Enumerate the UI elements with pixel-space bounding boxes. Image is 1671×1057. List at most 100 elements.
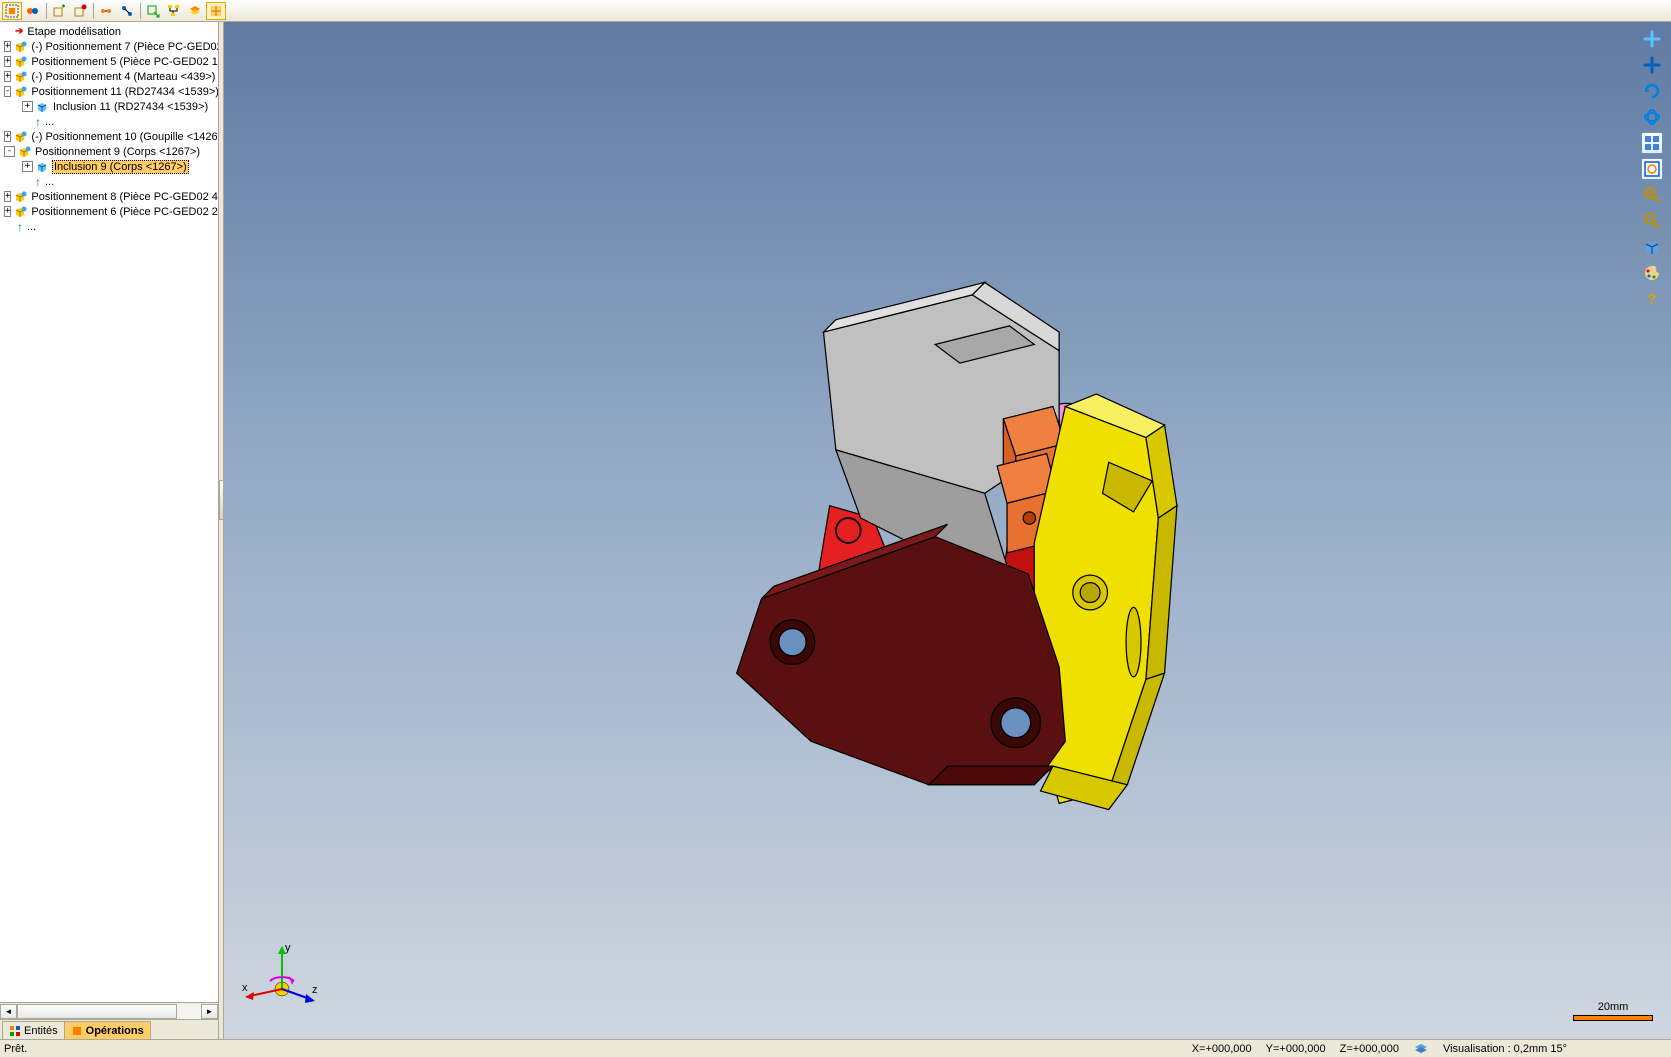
- tree-expander[interactable]: +: [4, 191, 11, 202]
- tree-item-label: Inclusion 9 (Corps <1267>): [52, 160, 189, 174]
- top-toolbar: [0, 0, 1671, 22]
- tool-tree-icon[interactable]: [164, 2, 184, 20]
- rbtn-plus-dark-icon[interactable]: [1641, 54, 1663, 76]
- up-arrow-icon: ↑: [35, 115, 41, 129]
- tree-hscrollbar[interactable]: ◄ ►: [0, 1002, 218, 1019]
- tree-expander[interactable]: +: [22, 161, 33, 172]
- tool-box-add-icon[interactable]: [49, 2, 69, 20]
- tree-item-label: Positionnement 9 (Corps <1267>): [34, 146, 201, 158]
- up-arrow-icon: ↑: [17, 220, 23, 234]
- tree-item-label: ...: [44, 176, 55, 188]
- status-x: X=+000,000: [1192, 1043, 1252, 1055]
- part-icon: [13, 40, 27, 54]
- tree-expander[interactable]: -: [4, 146, 15, 157]
- toolbar-separator: [93, 3, 94, 19]
- tab-operations[interactable]: Opérations: [64, 1021, 151, 1039]
- left-panel-tabs: Entités Opérations: [0, 1019, 218, 1039]
- status-display-icon: [1413, 1043, 1429, 1055]
- status-vis: Visualisation : 0,2mm 15°: [1443, 1043, 1567, 1055]
- axis-x-label: x: [242, 982, 248, 994]
- left-panel: ➔ Etape modélisation +(-) Positionnement…: [0, 22, 219, 1039]
- rbtn-rot2-icon[interactable]: [1641, 106, 1663, 128]
- inclusion-icon: [35, 160, 49, 174]
- right-toolbar: ?: [1641, 28, 1665, 310]
- rbtn-grid4-icon[interactable]: [1641, 132, 1663, 154]
- rbtn-zoom-out-icon[interactable]: [1641, 210, 1663, 232]
- tree-expander[interactable]: +: [4, 41, 11, 52]
- axis-triad: y x z: [242, 941, 322, 1011]
- tree-item[interactable]: ↑...: [0, 174, 218, 189]
- rbtn-plus-light-icon[interactable]: [1641, 28, 1663, 50]
- tool-selection-icon[interactable]: [2, 2, 22, 20]
- status-bar: Prêt. X=+000,000 Y=+000,000 Z=+000,000 V…: [0, 1039, 1671, 1057]
- scale-label: 20mm: [1573, 1001, 1653, 1013]
- tool-grid-icon[interactable]: [206, 2, 226, 20]
- tree-expander[interactable]: +: [4, 71, 11, 82]
- tab-entites[interactable]: Entités: [2, 1021, 65, 1039]
- part-icon: [13, 130, 27, 144]
- status-z: Z=+000,000: [1340, 1043, 1399, 1055]
- rbtn-box3d-icon[interactable]: [1641, 236, 1663, 258]
- tree-item-label: Positionnement 11 (RD27434 <1539>): [30, 86, 218, 98]
- status-y: Y=+000,000: [1266, 1043, 1326, 1055]
- scale-bar: 20mm: [1573, 1001, 1653, 1021]
- tree-root[interactable]: ➔ Etape modélisation: [0, 24, 218, 39]
- viewport-3d[interactable]: ? y x z 20mm: [224, 22, 1671, 1039]
- part-icon: [13, 190, 27, 204]
- tree-item-label: Inclusion 11 (RD27434 <1539>): [52, 101, 209, 113]
- tool-link1-icon[interactable]: [96, 2, 116, 20]
- feature-tree[interactable]: ➔ Etape modélisation +(-) Positionnement…: [0, 22, 218, 1002]
- svg-text:?: ?: [1647, 291, 1656, 308]
- step-arrow-icon: ➔: [15, 26, 23, 37]
- tree-expander[interactable]: +: [4, 131, 11, 142]
- tree-item[interactable]: + (-) Positionnement 7 (Pièce PC-GED02 3 …: [0, 39, 218, 54]
- tree-item[interactable]: +Positionnement 8 (Pièce PC-GED02 4 <11.…: [0, 189, 218, 204]
- tab-entites-label: Entités: [24, 1025, 58, 1037]
- scroll-right-button[interactable]: ►: [201, 1004, 218, 1019]
- tree-item[interactable]: - Positionnement 9 (Corps <1267>): [0, 144, 218, 159]
- tree-expander[interactable]: +: [22, 101, 33, 112]
- tree-item-label: ...: [26, 221, 37, 233]
- rbtn-palette-icon[interactable]: [1641, 262, 1663, 284]
- tree-expander[interactable]: -: [4, 86, 11, 97]
- tool-layers-icon[interactable]: [185, 2, 205, 20]
- tree-item-label: (-) Positionnement 4 (Marteau <439>): [30, 71, 216, 83]
- axis-z-label: z: [312, 984, 318, 996]
- toolbar-separator: [46, 3, 47, 19]
- tree-expander[interactable]: +: [4, 56, 11, 67]
- model-render: [224, 22, 1671, 1039]
- tree-item-label: (-) Positionnement 7 (Pièce PC-GED02 3 <…: [30, 41, 218, 53]
- scroll-left-button[interactable]: ◄: [0, 1004, 17, 1019]
- tree-expander[interactable]: +: [4, 206, 11, 217]
- tree-item[interactable]: +(-) Positionnement 10 (Goupille <1426>): [0, 129, 218, 144]
- scroll-thumb[interactable]: [17, 1004, 177, 1019]
- up-arrow-icon: ↑: [35, 175, 41, 189]
- tab-operations-label: Opérations: [86, 1025, 144, 1037]
- tree-item[interactable]: ↑...: [0, 114, 218, 129]
- scale-bar-graphic: [1573, 1015, 1653, 1021]
- rbtn-help-icon[interactable]: ?: [1641, 288, 1663, 310]
- scroll-track[interactable]: [17, 1004, 201, 1019]
- tree-item[interactable]: + Inclusion 11 (RD27434 <1539>): [0, 99, 218, 114]
- tree-item-label: Positionnement 6 (Pièce PC-GED02 2 <83..…: [30, 206, 218, 218]
- rbtn-rot1-icon[interactable]: [1641, 80, 1663, 102]
- tree-item[interactable]: + (-) Positionnement 4 (Marteau <439>): [0, 69, 218, 84]
- rbtn-fit-icon[interactable]: [1641, 158, 1663, 180]
- tree-item[interactable]: + Positionnement 6 (Pièce PC-GED02 2 <83.…: [0, 204, 218, 219]
- status-ready: Prêt.: [4, 1043, 27, 1055]
- tool-link2-icon[interactable]: [117, 2, 137, 20]
- part-icon: [13, 85, 27, 99]
- tree-item[interactable]: - Positionnement 11 (RD27434 <1539>): [0, 84, 218, 99]
- tree-item[interactable]: ↑...: [0, 219, 218, 234]
- rbtn-zoom-in-icon[interactable]: [1641, 184, 1663, 206]
- tree-root-label: Etape modélisation: [26, 26, 122, 38]
- tool-view-icon[interactable]: [23, 2, 43, 20]
- tool-arrow-box-icon[interactable]: [143, 2, 163, 20]
- toolbar-separator: [140, 3, 141, 19]
- tool-box-del-icon[interactable]: [70, 2, 90, 20]
- part-icon: [17, 145, 31, 159]
- tree-item[interactable]: +Positionnement 5 (Pièce PC-GED02 1 - Co…: [0, 54, 218, 69]
- tree-item[interactable]: + Inclusion 9 (Corps <1267>): [0, 159, 218, 174]
- part-icon: [13, 205, 27, 219]
- part-icon: [13, 55, 27, 69]
